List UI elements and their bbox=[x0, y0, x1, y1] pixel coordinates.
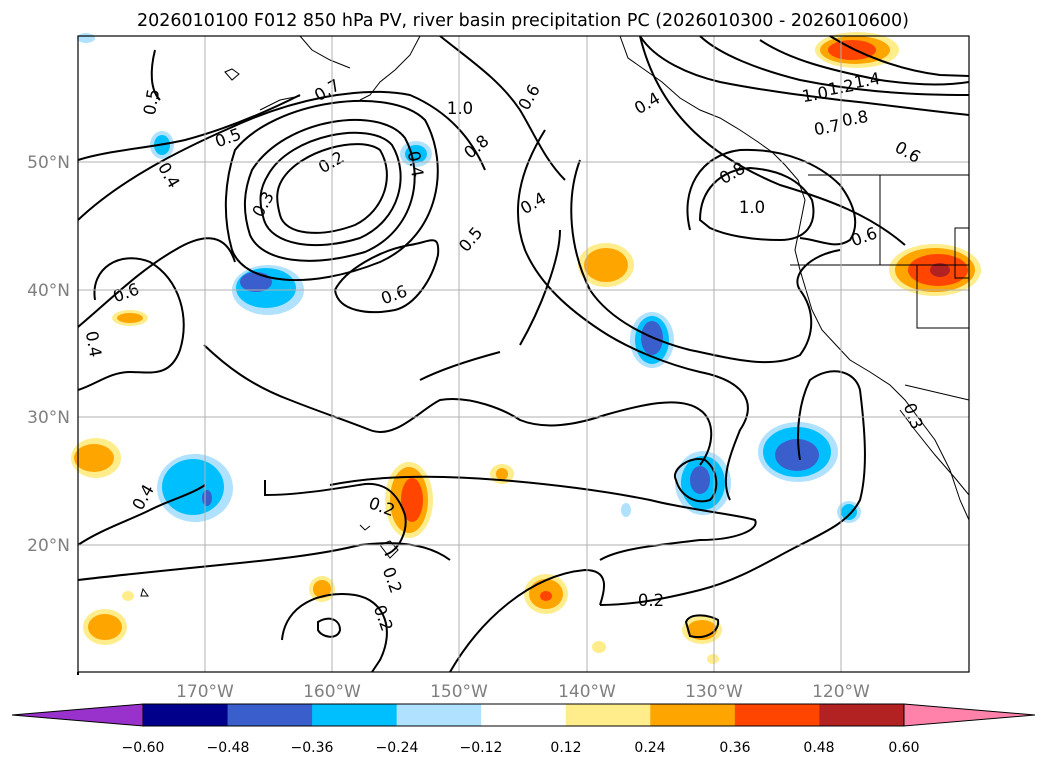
contour-label: 1.0 bbox=[447, 99, 473, 118]
precip-anomaly-positive bbox=[540, 591, 552, 601]
colorbar-tick-label: −0.60 bbox=[122, 740, 165, 756]
colorbar-tick-label: −0.36 bbox=[291, 740, 334, 756]
precip-anomaly-negative bbox=[621, 503, 631, 517]
colorbar-tick-label: −0.12 bbox=[460, 740, 503, 756]
lon-label: 160°W bbox=[303, 682, 361, 702]
map-title: 2026010100 F012 850 hPa PV, river basin … bbox=[137, 11, 909, 31]
precip-anomaly-positive bbox=[313, 580, 331, 598]
precip-anomaly-positive bbox=[930, 263, 950, 277]
lon-label: 120°W bbox=[812, 682, 870, 702]
colorbar-segment bbox=[143, 704, 229, 726]
lat-label: 50°N bbox=[27, 153, 70, 173]
precip-anomaly-positive bbox=[88, 614, 122, 640]
contour-label: 1.0 bbox=[800, 83, 829, 106]
colorbar-segment bbox=[227, 704, 313, 726]
precip-anomaly-negative bbox=[162, 459, 224, 515]
colorbar-tick-label: −0.48 bbox=[207, 740, 250, 756]
contour-label: 0.2 bbox=[638, 591, 664, 610]
colorbar-tick-label: 0.24 bbox=[634, 740, 665, 756]
lon-label: 140°W bbox=[558, 682, 616, 702]
contour-label: 1.0 bbox=[739, 198, 765, 217]
map-frame bbox=[77, 35, 970, 673]
map-panel: 0.5 0.5 0.4 0.6 0.4 0.7 1.0 0.6 0.4 0.2 … bbox=[71, 32, 981, 675]
lon-label: 130°W bbox=[685, 682, 743, 702]
colorbar-segment bbox=[396, 704, 482, 726]
precip-anomaly-negative bbox=[841, 504, 857, 520]
precip-anomaly-positive bbox=[584, 248, 628, 282]
contour-label: 0.8 bbox=[840, 107, 869, 130]
colorbar-segment bbox=[650, 704, 736, 726]
precip-anomaly-positive bbox=[117, 313, 143, 323]
colorbar-tick-label: 0.36 bbox=[719, 740, 750, 756]
colorbar-segment bbox=[481, 704, 567, 726]
contour-label: 1.4 bbox=[852, 69, 881, 92]
precip-anomaly-negative bbox=[690, 466, 710, 494]
latitude-labels: 50°N 40°N 30°N 20°N bbox=[27, 153, 70, 556]
precip-anomaly-negative bbox=[202, 490, 212, 506]
colorbar-extend-low bbox=[11, 703, 144, 727]
colorbar-tick-label: −0.24 bbox=[376, 740, 419, 756]
contour-label: 0.5 bbox=[140, 87, 163, 116]
lon-label: 150°W bbox=[430, 682, 488, 702]
precip-anomaly-positive bbox=[74, 444, 114, 472]
colorbar-tick-label: 0.60 bbox=[888, 740, 919, 756]
colorbar-segment bbox=[734, 704, 820, 726]
colorbar-segment bbox=[819, 704, 905, 726]
precip-anomaly-negative bbox=[240, 272, 272, 292]
colorbar-extend-high bbox=[903, 703, 1036, 727]
lat-label: 40°N bbox=[27, 281, 70, 301]
colorbar-tick-label: 0.12 bbox=[550, 740, 581, 756]
precip-shading bbox=[71, 32, 981, 664]
map-background bbox=[78, 36, 969, 672]
contour-label: 0.4 bbox=[404, 149, 427, 178]
lat-label: 20°N bbox=[27, 536, 70, 556]
precip-anomaly-positive bbox=[592, 641, 606, 653]
precip-anomaly-positive bbox=[707, 654, 719, 664]
colorbar-tick-label: 0.48 bbox=[803, 740, 834, 756]
precip-anomaly-positive bbox=[122, 591, 134, 601]
contour-label: 0.7 bbox=[812, 116, 841, 139]
colorbar-tick-labels: −0.60 −0.48 −0.36 −0.24 −0.12 0.12 0.24 … bbox=[122, 740, 920, 756]
colorbar bbox=[11, 703, 1036, 727]
graticule bbox=[78, 36, 969, 672]
precip-anomaly-negative bbox=[775, 439, 819, 471]
precip-anomaly-positive bbox=[401, 478, 423, 522]
colorbar-frame bbox=[142, 703, 905, 727]
longitude-labels: 170°W 160°W 150°W 140°W 130°W 120°W bbox=[176, 682, 870, 702]
contour-label: 0.4 bbox=[82, 329, 105, 358]
lat-label: 30°N bbox=[27, 408, 70, 428]
precip-anomaly-negative bbox=[77, 33, 95, 43]
colorbar-segment bbox=[565, 704, 651, 726]
colorbar-segment bbox=[312, 704, 398, 726]
precip-anomaly-positive bbox=[496, 468, 508, 480]
lon-label: 170°W bbox=[176, 682, 234, 702]
